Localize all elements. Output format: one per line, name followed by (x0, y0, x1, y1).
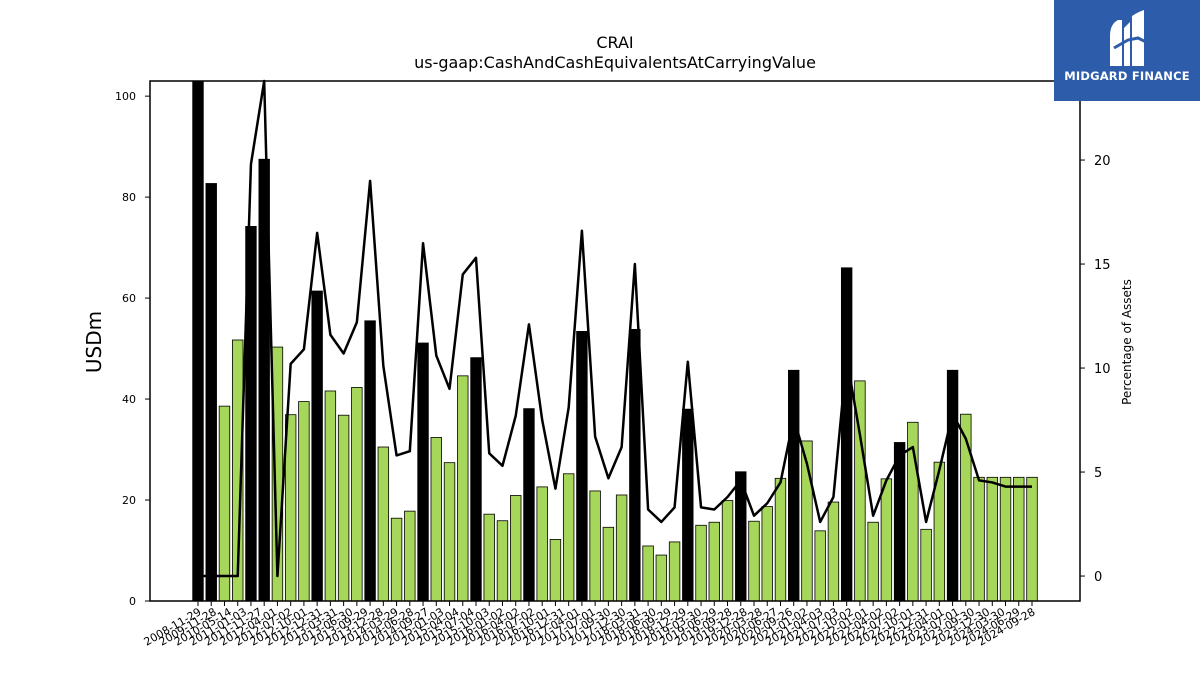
percentage-line (198, 79, 1032, 578)
bar (761, 506, 773, 602)
y2-tick-label: 20 (1094, 154, 1111, 169)
bar (682, 408, 694, 602)
bar (695, 524, 707, 602)
y2-tick-label: 15 (1094, 258, 1111, 273)
bar (404, 510, 416, 602)
bar (192, 80, 204, 602)
bar (1013, 476, 1025, 602)
chart-title: CRAI (596, 33, 633, 52)
line-series (198, 79, 1032, 578)
y2-tick-label: 5 (1094, 466, 1102, 481)
bar (457, 375, 469, 602)
bar (443, 462, 456, 602)
bar (390, 517, 403, 602)
plot-frame (149, 80, 1081, 602)
bar (721, 500, 734, 602)
brand-logo: MIDGARD FINANCE (1054, 0, 1200, 101)
logo-mark-icon (1110, 10, 1147, 66)
bar (298, 401, 310, 602)
bar (351, 387, 363, 602)
bar (642, 545, 654, 602)
bar (986, 476, 998, 602)
bar (655, 554, 668, 602)
bar (523, 408, 535, 602)
bar (893, 442, 906, 602)
bar (668, 541, 681, 602)
y2-tick-label: 10 (1094, 362, 1111, 377)
y-axis-left: 0 20 40 60 80 100 (115, 90, 150, 608)
bar (549, 539, 562, 602)
y-tick-label: 60 (122, 292, 136, 305)
bar (827, 501, 840, 602)
bar (364, 320, 376, 602)
bar (337, 414, 350, 602)
y-tick-label: 40 (122, 393, 136, 406)
bar (417, 342, 429, 602)
bar (483, 513, 495, 602)
bar (840, 267, 853, 602)
bar (589, 490, 601, 602)
bar (430, 437, 442, 602)
bar (629, 328, 641, 602)
bar-series (192, 80, 1038, 602)
bar (788, 369, 800, 602)
y-tick-label: 80 (122, 191, 136, 204)
bar (973, 476, 985, 602)
bar (470, 357, 482, 602)
bar (205, 183, 217, 602)
y2-axis-label: Percentage of Assets (1120, 279, 1134, 405)
bar (602, 526, 615, 602)
bar (748, 520, 760, 602)
bar (536, 486, 548, 602)
bar (1026, 476, 1038, 602)
bar (615, 494, 628, 602)
bar (377, 446, 390, 602)
bar (920, 528, 932, 602)
bar (999, 476, 1012, 602)
bar (324, 390, 337, 602)
bar (814, 530, 826, 602)
bar (496, 520, 509, 602)
bar (774, 477, 787, 602)
y-tick-label: 0 (129, 595, 136, 608)
bar (510, 495, 522, 602)
bar (311, 290, 323, 602)
bar (867, 521, 879, 602)
bar (218, 405, 231, 602)
bar (576, 331, 588, 602)
y-tick-label: 20 (122, 494, 136, 507)
bar (880, 478, 893, 602)
bar (562, 473, 575, 602)
brand-name: MIDGARD FINANCE (1064, 69, 1190, 83)
y-tick-label: 100 (115, 90, 136, 103)
x-axis: 2008-11-292009-11-282010-05-142011-01-03… (142, 601, 1038, 649)
bar (708, 521, 720, 602)
chart-subtitle: us-gaap:CashAndCashEquivalentsAtCarrying… (414, 53, 816, 72)
bar (946, 369, 959, 602)
y-axis-label: USDm (82, 311, 106, 373)
plot-border (149, 80, 1081, 602)
y-axis-right: 0 5 10 15 20 (1080, 154, 1111, 585)
y2-tick-label: 0 (1094, 570, 1102, 585)
